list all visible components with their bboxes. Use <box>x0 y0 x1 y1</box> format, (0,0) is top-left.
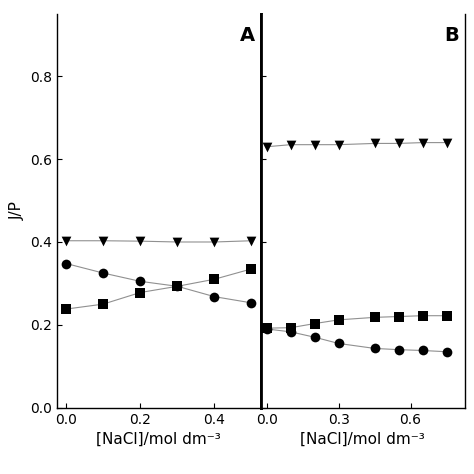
Point <box>287 324 294 331</box>
Point <box>311 320 319 328</box>
Point <box>287 141 294 148</box>
Point <box>419 346 426 354</box>
Point <box>395 346 402 354</box>
Point <box>287 328 294 336</box>
Point <box>173 238 181 246</box>
Point <box>137 289 144 296</box>
Point <box>247 265 255 273</box>
X-axis label: [NaCl]/mol dm⁻³: [NaCl]/mol dm⁻³ <box>300 432 425 447</box>
Text: B: B <box>444 26 459 45</box>
Point <box>137 278 144 285</box>
Point <box>63 260 70 267</box>
Point <box>443 312 450 319</box>
Point <box>173 283 181 290</box>
Point <box>311 141 319 148</box>
Point <box>100 237 107 245</box>
Point <box>335 316 342 324</box>
Text: A: A <box>240 26 255 45</box>
Point <box>210 275 218 283</box>
Point <box>63 237 70 245</box>
Point <box>210 238 218 246</box>
Point <box>247 299 255 307</box>
Point <box>371 345 378 352</box>
Point <box>173 283 181 290</box>
Point <box>247 237 255 245</box>
Point <box>137 237 144 245</box>
Point <box>395 140 402 147</box>
Point <box>263 324 271 332</box>
Point <box>100 301 107 308</box>
Point <box>419 312 426 319</box>
Y-axis label: J/P: J/P <box>9 201 25 220</box>
Point <box>63 305 70 313</box>
Point <box>100 269 107 277</box>
Point <box>210 293 218 301</box>
Point <box>263 325 271 333</box>
Point <box>443 348 450 356</box>
Point <box>335 340 342 347</box>
Point <box>371 314 378 321</box>
X-axis label: [NaCl]/mol dm⁻³: [NaCl]/mol dm⁻³ <box>96 432 221 447</box>
Point <box>395 313 402 320</box>
Point <box>311 333 319 341</box>
Point <box>335 141 342 148</box>
Point <box>371 140 378 147</box>
Point <box>263 143 271 151</box>
Point <box>419 139 426 146</box>
Point <box>443 139 450 146</box>
